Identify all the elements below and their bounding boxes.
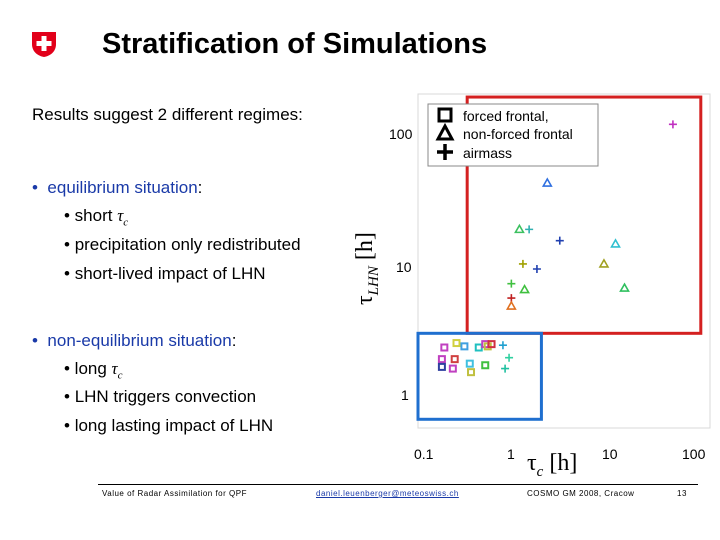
x-tick-label: 100 (682, 446, 706, 462)
footer-presentation-title: Value of Radar Assimilation for QPF (102, 489, 247, 498)
y-axis-label: τLHN [h] (352, 232, 382, 305)
data-point-square (440, 343, 449, 352)
data-point-square (437, 362, 446, 371)
non-equilibrium-item-2: • LHN triggers convection (64, 387, 257, 406)
legend-square-icon (437, 107, 453, 123)
data-point-square (487, 340, 496, 349)
data-point-square (460, 342, 469, 351)
data-point-plus (525, 225, 534, 234)
non-equilibrium-item-3: • long lasting impact of LHN (64, 416, 274, 435)
equilibrium-heading-text: equilibrium situation (47, 178, 198, 197)
equilibrium-heading: • equilibrium situation: (32, 178, 203, 197)
data-point-square (465, 359, 474, 368)
data-point-triangle (505, 300, 517, 310)
equilibrium-item-2: • precipitation only redistributed (64, 235, 301, 254)
data-point-triangle (610, 238, 621, 248)
data-point-triangle (619, 282, 630, 292)
data-point-square (450, 355, 459, 364)
data-point-triangle (519, 283, 530, 294)
non-equilibrium-item-2-text: LHN triggers convection (74, 387, 257, 406)
data-point-square (481, 361, 490, 370)
non-equilibrium-item-1: • long τc (64, 359, 123, 382)
swiss-flag-icon (32, 32, 56, 57)
data-point-plus (668, 120, 677, 129)
equilibrium-item-1: • short τc (64, 206, 129, 229)
legend-triangle-icon (435, 122, 455, 141)
legend-plus-icon (437, 144, 453, 160)
y-tick-label: 100 (389, 126, 413, 142)
x-tick-label: 0.1 (414, 446, 434, 462)
footer-event: COSMO GM 2008, Cracow (527, 489, 635, 498)
equilibrium-item-3-text: short-lived impact of LHN (74, 264, 266, 283)
x-axis-label: τc [h] (527, 450, 578, 480)
page-title: Stratification of Simulations (102, 28, 488, 60)
data-point-plus (532, 265, 541, 273)
data-point-square (437, 355, 446, 364)
page-number: 13 (677, 489, 687, 498)
equilibrium-region-box (465, 95, 703, 335)
data-point-square (474, 343, 483, 352)
legend-box (427, 103, 599, 167)
plot-area (417, 93, 711, 429)
non-equilibrium-heading: • non-equilibrium situation: (32, 331, 237, 350)
data-point-plus (507, 279, 516, 288)
footer-divider (98, 484, 698, 485)
equilibrium-item-3: • short-lived impact of LHN (64, 264, 266, 283)
data-point-triangle (514, 223, 525, 234)
data-point-square (467, 368, 476, 377)
non-equilibrium-heading-text: non-equilibrium situation (47, 331, 232, 350)
legend-label-plus: airmass (463, 145, 513, 161)
non-equilibrium-item-3-text: long lasting impact of LHN (74, 416, 274, 435)
data-point-triangle (541, 177, 553, 187)
legend-label-triangle: non-forced frontal (463, 126, 573, 142)
data-point-plus (505, 353, 514, 362)
data-point-square (452, 339, 461, 348)
data-point-triangle (598, 258, 610, 268)
intro-text: Results suggest 2 different regimes: (32, 105, 303, 124)
non-equilibrium-region-box (416, 331, 543, 421)
x-tick-label: 1 (507, 446, 515, 462)
data-point-plus (555, 236, 564, 245)
data-point-plus (498, 341, 507, 350)
equilibrium-item-2-text: precipitation only redistributed (74, 235, 301, 254)
footer-email-link[interactable]: daniel.leuenberger@meteoswiss.ch (316, 489, 459, 498)
data-point-plus (501, 364, 510, 373)
data-point-plus (518, 259, 527, 268)
legend-label-square: forced frontal, (463, 108, 549, 124)
y-tick-label: 10 (396, 259, 412, 275)
data-point-square (448, 364, 457, 373)
y-tick-label: 1 (401, 387, 409, 403)
x-tick-label: 10 (602, 446, 618, 462)
